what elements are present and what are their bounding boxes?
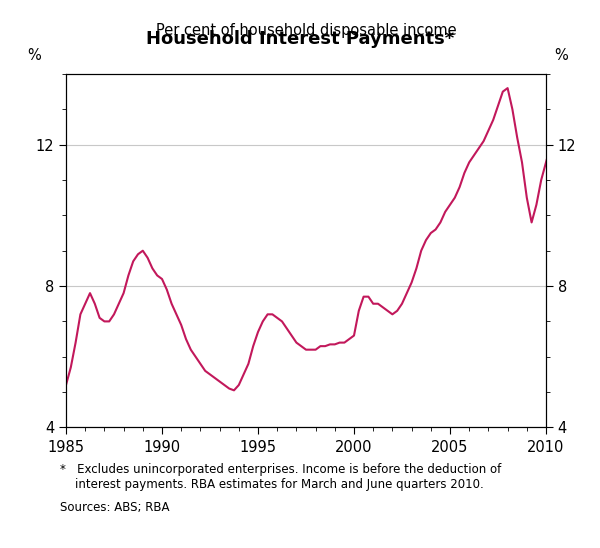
Text: %: % (554, 48, 568, 63)
Text: Household Interest Payments*: Household Interest Payments* (146, 30, 454, 48)
Text: %: % (27, 48, 41, 63)
Text: Sources: ABS; RBA: Sources: ABS; RBA (60, 501, 170, 515)
Text: *   Excludes unincorporated enterprises. Income is before the deduction of
    i: * Excludes unincorporated enterprises. I… (60, 463, 501, 491)
Title: Per cent of household disposable income: Per cent of household disposable income (155, 23, 457, 38)
